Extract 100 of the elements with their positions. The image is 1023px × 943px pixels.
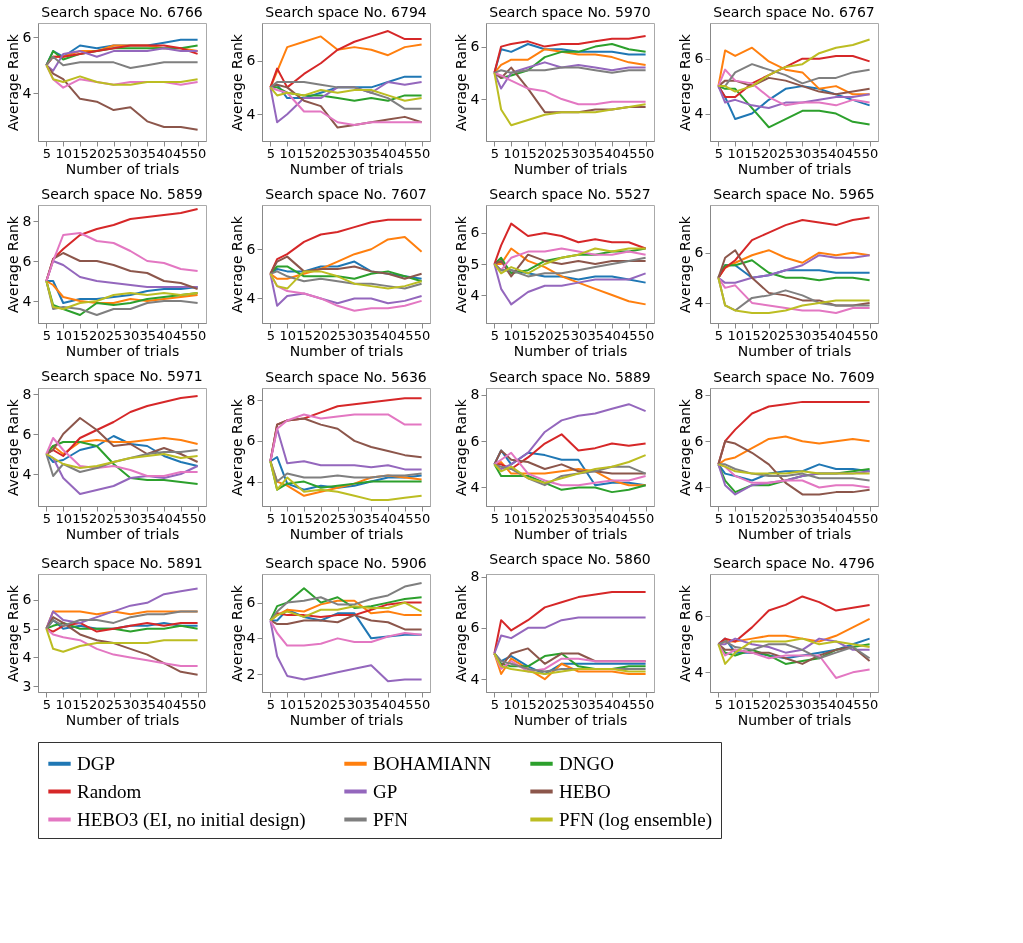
- line-series: [269, 81, 423, 110]
- x-tick-label: 20: [89, 510, 106, 526]
- y-tick-label: 6: [470, 619, 480, 636]
- x-tick-label: 35: [587, 327, 604, 343]
- line-series: [493, 71, 647, 106]
- x-tick-label: 10: [279, 145, 296, 161]
- x-tick-label: 30: [346, 145, 364, 161]
- x-tick-label: 35: [587, 510, 604, 526]
- x-tick-label: 30: [346, 510, 364, 526]
- x-tick-label: 10: [727, 510, 744, 526]
- x-tick-label: 35: [587, 696, 604, 712]
- x-tick-label: 50: [189, 696, 207, 712]
- y-tick-label: 5: [22, 620, 32, 637]
- x-tick-label: 10: [503, 510, 520, 526]
- x-tick-label: 25: [553, 696, 571, 712]
- x-tick-label: 50: [637, 327, 655, 343]
- x-tick-label: 40: [156, 145, 173, 161]
- x-axis-title: Number of trials: [737, 342, 852, 359]
- legend-label: BOHAMIANN: [373, 752, 492, 774]
- y-tick-label: 4: [22, 84, 32, 101]
- x-tick-label: 5: [714, 327, 724, 343]
- y-tick-label: 8: [470, 568, 480, 585]
- y-tick-label: 6: [246, 240, 256, 257]
- x-tick-label: 50: [189, 145, 207, 161]
- x-tick-label: 15: [520, 696, 537, 712]
- chart-title: Search space No. 7609: [713, 368, 875, 385]
- x-tick-label: 15: [296, 327, 313, 343]
- x-tick-label: 30: [122, 327, 140, 343]
- x-tick-label: 25: [553, 510, 571, 526]
- x-tick-label: 35: [139, 145, 156, 161]
- x-tick-label: 20: [313, 145, 330, 161]
- x-tick-label: 30: [794, 327, 812, 343]
- x-tick-label: 45: [173, 696, 190, 712]
- x-tick-label: 35: [811, 145, 828, 161]
- x-tick-label: 40: [604, 145, 621, 161]
- x-tick-label: 40: [380, 696, 397, 712]
- y-tick-label: 8: [22, 212, 32, 229]
- line-series: [717, 440, 871, 496]
- y-axis-title: Average Rank: [228, 215, 245, 313]
- x-tick-label: 20: [537, 145, 554, 161]
- x-tick-label: 35: [587, 145, 604, 161]
- x-tick-label: 25: [105, 327, 123, 343]
- y-tick-label: 4: [22, 465, 32, 482]
- line-series: [717, 85, 871, 129]
- x-tick-label: 5: [266, 696, 276, 712]
- y-axis-title: Average Rank: [676, 33, 693, 131]
- line-series: [269, 270, 423, 290]
- x-tick-label: 25: [105, 696, 123, 712]
- line-series: [717, 46, 871, 96]
- line-series: [717, 637, 871, 665]
- y-tick-label: 3: [22, 677, 32, 694]
- chart-title: Search space No. 5636: [265, 369, 427, 385]
- x-tick-label: 35: [811, 327, 828, 343]
- y-tick-label: 8: [694, 386, 704, 403]
- y-tick-label: 4: [470, 90, 480, 107]
- line-series: [45, 280, 199, 304]
- x-tick-label: 30: [570, 696, 588, 712]
- x-tick-label: 20: [537, 510, 554, 526]
- legend-label: PFN: [373, 808, 409, 830]
- x-tick-label: 45: [621, 145, 638, 161]
- x-tick-label: 50: [861, 696, 879, 712]
- x-tick-label: 45: [845, 145, 862, 161]
- x-tick-label: 15: [72, 145, 89, 161]
- x-axis-title: Number of trials: [289, 160, 404, 177]
- chart-title: Search space No. 6766: [41, 4, 203, 20]
- x-tick-label: 5: [266, 145, 276, 161]
- line-series: [269, 619, 423, 647]
- y-tick-label: 4: [470, 286, 480, 303]
- x-tick-label: 40: [604, 327, 621, 343]
- x-tick-label: 5: [42, 510, 52, 526]
- x-tick-label: 45: [173, 327, 190, 343]
- line-series: [45, 64, 199, 131]
- line-series: [45, 232, 199, 282]
- x-tick-label: 20: [89, 696, 106, 712]
- x-tick-label: 15: [72, 327, 89, 343]
- x-tick-label: 30: [794, 510, 812, 526]
- line-series: [45, 449, 199, 477]
- y-tick-label: 4: [246, 629, 256, 646]
- x-tick-label: 45: [397, 510, 414, 526]
- x-tick-label: 15: [744, 696, 761, 712]
- y-axis-title: Average Rank: [676, 215, 693, 313]
- x-tick-label: 20: [761, 327, 778, 343]
- x-tick-label: 10: [727, 145, 744, 161]
- y-axis-title: Average Rank: [452, 33, 469, 131]
- y-tick-label: 6: [22, 425, 32, 442]
- x-axis-title: Number of trials: [513, 160, 628, 177]
- x-tick-label: 45: [845, 510, 862, 526]
- x-tick-label: 30: [570, 145, 588, 161]
- x-tick-label: 25: [329, 696, 347, 712]
- x-tick-label: 40: [828, 696, 845, 712]
- line-series: [493, 449, 647, 475]
- chart-title: Search space No. 5965: [713, 186, 875, 202]
- x-tick-label: 15: [744, 327, 761, 343]
- y-tick-label: 4: [694, 663, 704, 680]
- x-tick-label: 15: [296, 145, 313, 161]
- x-tick-label: 5: [490, 145, 500, 161]
- y-tick-label: 6: [694, 432, 704, 449]
- y-axis-title: Average Rank: [4, 215, 21, 313]
- x-tick-label: 30: [794, 696, 812, 712]
- x-tick-label: 5: [42, 327, 52, 343]
